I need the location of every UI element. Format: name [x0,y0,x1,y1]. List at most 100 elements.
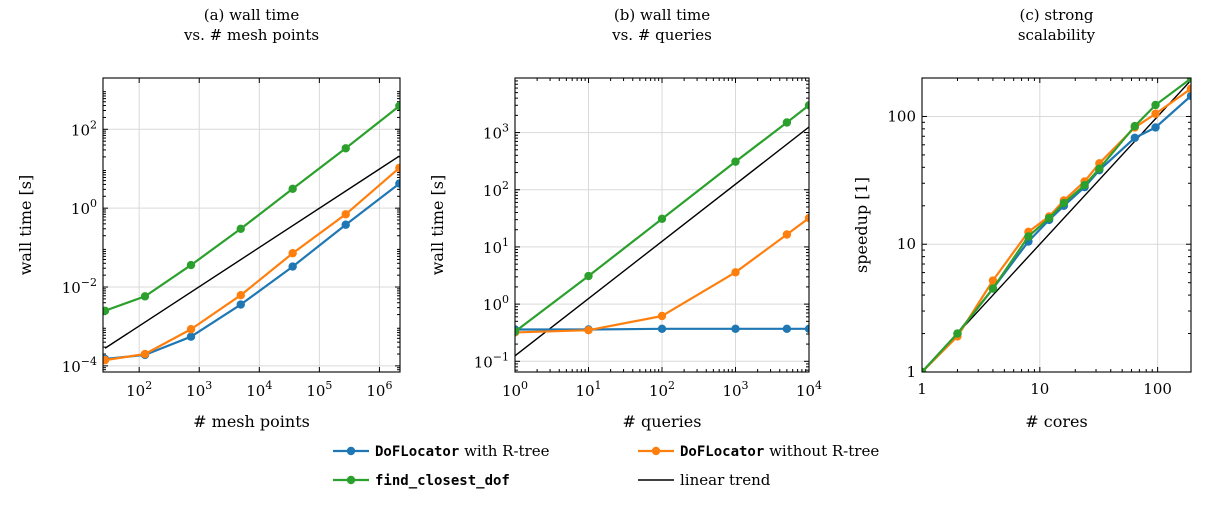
series-line-rtree [104,182,400,361]
series-group [515,101,809,357]
series-line-nortree [515,217,809,334]
x-tick-label: 104 [796,379,822,400]
chart-title-line: scalability [1018,26,1096,44]
x-axis-label: # cores [1025,412,1087,431]
data-point-nortree [731,268,740,277]
y-tick-label: 102 [483,179,509,200]
data-point-closest [1024,232,1033,241]
y-tick-label: 10−2 [62,276,97,297]
data-point-nortree [782,230,792,239]
data-point-closest [186,260,196,270]
data-point-closest [584,271,593,281]
data-point-nortree [236,291,245,300]
data-point-closest [922,367,927,372]
data-point-nortree [186,325,196,334]
data-point-nortree [1186,84,1191,93]
data-point-rtree [186,332,196,341]
legend-item-rtree: DoFLocator with R-tree [333,442,550,460]
data-point-rtree [1151,123,1160,132]
data-point-closest [782,118,792,127]
series-line-nortree [922,87,1191,372]
data-point-rtree [804,324,809,334]
data-point-closest [341,144,350,153]
y-tick-label: 10 [897,235,916,253]
legend-label: find_closest_dof [375,473,510,489]
data-point-rtree [731,324,740,334]
data-point-rtree [395,179,400,188]
x-tick-label: 100 [502,379,528,400]
legend-marker [346,475,356,485]
y-tick-label: 100 [71,197,97,218]
y-axis-label: wall time [s] [428,175,447,276]
data-point-nortree [1151,109,1160,118]
plot-frame [514,77,810,373]
series-line-linear [515,126,809,357]
plot-frame [102,77,401,373]
data-point-nortree [804,213,809,223]
chart-panel-3: 1 10 100 1 10 100 (c) strong scalability # cores… [852,6,1192,431]
legend-item-linear: linear trend [638,471,771,489]
data-point-closest [1151,100,1160,110]
data-point-rtree [1186,91,1191,101]
data-point-nortree [288,249,297,258]
data-point-closest [1059,198,1069,208]
data-point-nortree [341,210,350,219]
data-point-closest [1080,180,1089,190]
x-tick-label: 105 [306,379,332,400]
data-point-closest [988,284,998,293]
y-tick-label: 102 [71,118,97,139]
data-point-rtree [341,220,350,229]
data-point-closest [657,214,667,224]
data-point-closest [236,224,245,233]
legend-item-nortree: DoFLocator without R-tree [638,442,879,460]
y-tick-label: 10−1 [474,350,509,371]
legend-marker [651,446,661,456]
y-axis-label: wall time [s] [16,175,35,276]
data-point-nortree [140,349,150,359]
data-point-closest [731,157,740,166]
y-tick-label: 100 [887,107,916,125]
data-point-nortree [988,276,998,285]
data-point-closest [953,329,962,338]
data-point-nortree [584,325,593,335]
series-group [922,78,1191,372]
x-tick-label: 103 [186,379,212,400]
legend-label: DoFLocator with R-tree [375,442,550,460]
x-tick-label: 106 [366,379,392,400]
data-point-closest [1095,164,1104,173]
data-point-closest [103,306,110,315]
chart-title-line: (b) wall time [614,6,710,24]
data-point-closest [804,101,809,110]
x-tick-label: 102 [649,379,675,400]
x-tick-label: 101 [575,379,601,400]
data-point-closest [288,184,297,193]
x-tick-label: 102 [126,379,152,400]
data-point-closest [140,292,150,301]
x-tick-label: 10 [1030,380,1049,398]
series-line-nortree [104,167,400,362]
x-tick-label: 104 [246,379,272,400]
data-point-rtree [782,324,792,334]
x-axis-label: # mesh points [193,412,310,431]
plot-frame [921,77,1192,373]
y-tick-label: 100 [483,293,509,314]
data-point-rtree [657,324,667,334]
data-point-rtree [1130,133,1139,143]
legend-label: linear trend [680,471,771,489]
y-tick-label: 101 [483,236,509,257]
y-tick-label: 10−4 [62,355,97,376]
x-axis-label: # queries [623,412,702,431]
legend: DoFLocator with R-tree DoFLocator without… [333,442,879,489]
chart-panel-2: 100 101 102 103 104 10−1 100 101 102 103 (b) wall … [428,6,822,431]
chart-title-line: vs. # queries [611,26,712,44]
y-tick-label: 103 [483,122,509,143]
x-tick-label: 103 [722,379,748,400]
series-line-closest [515,104,809,333]
legend-label: DoFLocator without R-tree [680,442,879,460]
data-point-nortree [395,163,400,173]
chart-panel-1: 102 103 104 105 106 10−4 10−2 100 102 (a) wall ti… [16,6,401,431]
data-point-rtree [236,300,245,309]
chart-title-line: (a) wall time [204,6,300,24]
series-group [103,101,400,365]
